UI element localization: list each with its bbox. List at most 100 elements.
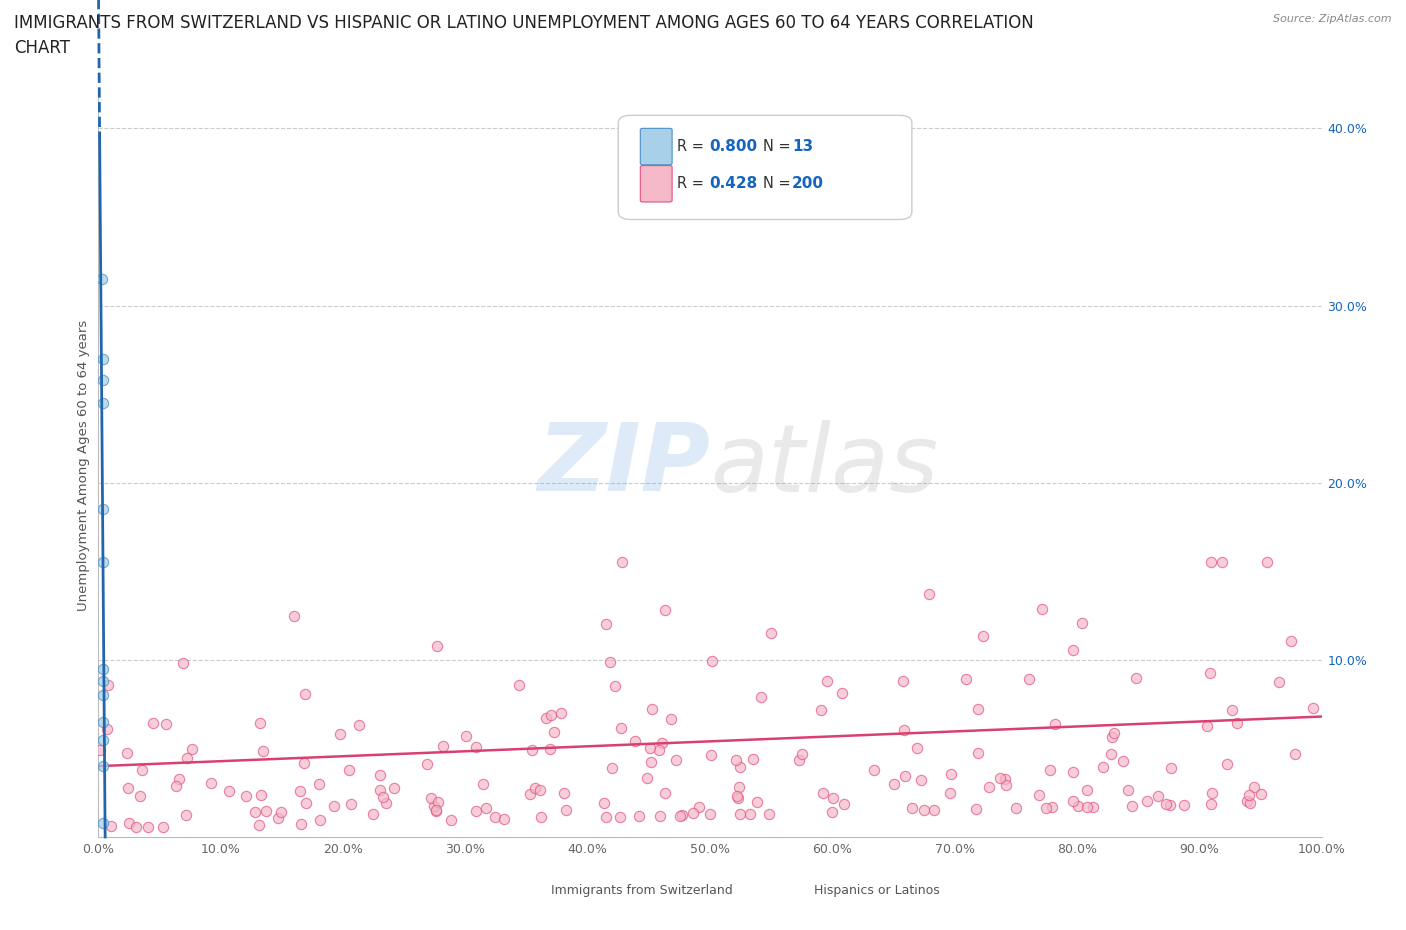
Point [534,711,557,725]
Text: Hispanics or Latinos: Hispanics or Latinos [814,884,939,897]
Point [155,717,177,732]
Point [648,743,671,758]
Point [1005,801,1028,816]
Point [322,799,344,814]
Point [787,753,810,768]
Point [1104,725,1126,740]
Point [891,674,914,689]
Point [1062,793,1084,808]
Point [821,804,844,819]
Point [89,743,111,758]
Point [454,728,477,743]
Point [243,804,266,819]
Point [759,626,782,641]
Point [1076,799,1098,814]
Point [1279,634,1302,649]
Point [1062,643,1084,658]
Point [176,751,198,765]
Point [368,767,391,782]
Point [918,587,941,602]
Point [1125,671,1147,685]
Point [254,804,277,818]
Point [91,816,114,830]
Point [1066,798,1088,813]
Point [758,806,780,821]
Point [1239,796,1261,811]
Point [309,813,332,828]
Point [627,809,650,824]
Point [529,783,551,798]
Point [91,555,114,570]
Point [665,753,688,768]
Point [292,755,315,770]
Point [91,759,114,774]
Point [1039,763,1062,777]
Point [1042,800,1064,815]
Point [426,795,449,810]
Point [651,736,673,751]
Point [349,718,371,733]
Point [910,772,932,787]
Point [883,777,905,791]
Point [91,661,114,676]
Point [745,794,768,809]
Point [172,656,194,671]
Point [912,803,935,817]
Point [654,603,676,618]
Point [790,747,813,762]
Point [1091,760,1114,775]
Point [288,784,311,799]
Point [749,689,772,704]
Point [235,788,257,803]
Point [492,812,515,827]
Text: 13: 13 [792,140,813,154]
Point [465,804,488,818]
Point [1045,716,1067,731]
Point [250,788,273,803]
Point [602,760,624,775]
Point [294,796,316,811]
Point [1081,799,1104,814]
Point [91,272,114,286]
Point [1062,764,1084,779]
Point [682,805,704,820]
Point [117,781,139,796]
Point [595,617,617,631]
Point [1268,674,1291,689]
Point [725,789,748,804]
Point [100,818,122,833]
Point [702,654,724,669]
Text: atlas: atlas [710,419,938,511]
Point [815,674,838,689]
Point [901,801,924,816]
Point [1284,746,1306,761]
Point [550,706,572,721]
Point [610,555,633,570]
Point [426,638,449,653]
Point [423,799,446,814]
Point [727,779,749,794]
Point [1031,602,1053,617]
Point [863,763,886,777]
Point [832,797,855,812]
Point [419,790,441,805]
Point [965,802,987,817]
Point [599,655,621,670]
Point [1226,716,1249,731]
Point [416,756,439,771]
Point [218,784,240,799]
Point [994,777,1017,792]
Point [97,677,120,692]
Point [465,739,488,754]
Point [167,772,190,787]
Point [91,373,114,388]
Point [640,755,662,770]
Point [595,810,617,825]
Point [91,714,114,729]
Point [1028,788,1050,803]
Text: IMMIGRANTS FROM SWITZERLAND VS HISPANIC OR LATINO UNEMPLOYMENT AMONG AGES 60 TO : IMMIGRANTS FROM SWITZERLAND VS HISPANIC … [14,14,1033,32]
Text: Source: ZipAtlas.com: Source: ZipAtlas.com [1274,14,1392,24]
Point [967,746,990,761]
Point [371,790,394,804]
Point [247,817,270,832]
